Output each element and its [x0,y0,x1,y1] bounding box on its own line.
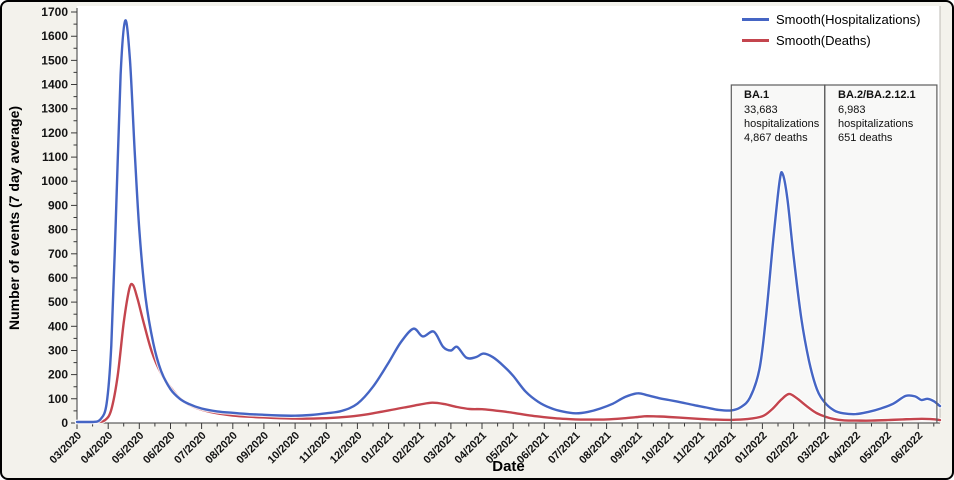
annotation-region-borders [730,84,938,424]
ba1-annotation-title: BA.1 [744,89,770,101]
svg-text:1100: 1100 [42,150,68,164]
svg-text:300: 300 [48,344,68,358]
ba2-annotation-line: hospitalizations [838,118,914,130]
legend-item-hospitalizations: Smooth(Hospitalizations) [742,9,921,30]
ba1-annotation: BA.1 33,683 hospitalizations 4,867 death… [744,88,826,145]
svg-text:900: 900 [48,198,68,212]
svg-text:1500: 1500 [41,53,68,67]
svg-text:700: 700 [48,247,68,261]
ba2-annotation-title: BA.2/BA.2.12.1 [838,89,916,101]
hospitalizations-line [74,18,943,425]
ba2-annotation-line: 651 deaths [838,132,893,144]
annotation-regions [731,85,937,423]
svg-text:0: 0 [61,416,68,430]
svg-text:100: 100 [48,392,68,406]
svg-text:1600: 1600 [41,29,68,43]
plot-background [77,6,940,423]
legend: Smooth(Hospitalizations) Smooth(Deaths) [742,9,921,51]
y-axis-title: Number of events (7 day average) [6,105,22,331]
svg-text:1700: 1700 [41,5,68,19]
svg-text:1000: 1000 [41,174,68,188]
deaths-line-swatch [742,39,769,42]
ba2-annotation-line: 6,983 [838,104,866,116]
ba1-annotation-line: 4,867 deaths [744,132,808,144]
ba1-annotation-line: hospitalizations [744,118,820,130]
legend-label: Smooth(Hospitalizations) [776,12,921,27]
ba2-annotation: BA.2/BA.2.12.1 6,983 hospitalizations 65… [838,88,934,145]
ba1-annotation-line: 33,683 [744,104,778,116]
svg-text:800: 800 [48,223,68,237]
y-axis-ticks: 0 100 200 300 400 500 600 700 800 900 1000 1100 1200… [41,5,77,430]
svg-text:400: 400 [48,319,68,333]
svg-text:500: 500 [48,295,68,309]
legend-item-deaths: Smooth(Deaths) [742,30,921,51]
svg-text:200: 200 [48,368,68,382]
svg-text:1400: 1400 [41,78,68,92]
hospitalizations-line-swatch [742,18,769,21]
legend-label: Smooth(Deaths) [776,33,871,48]
svg-text:600: 600 [48,271,68,285]
x-axis-title: Date [492,458,525,475]
svg-text:1300: 1300 [41,102,68,116]
svg-text:1200: 1200 [41,126,68,140]
